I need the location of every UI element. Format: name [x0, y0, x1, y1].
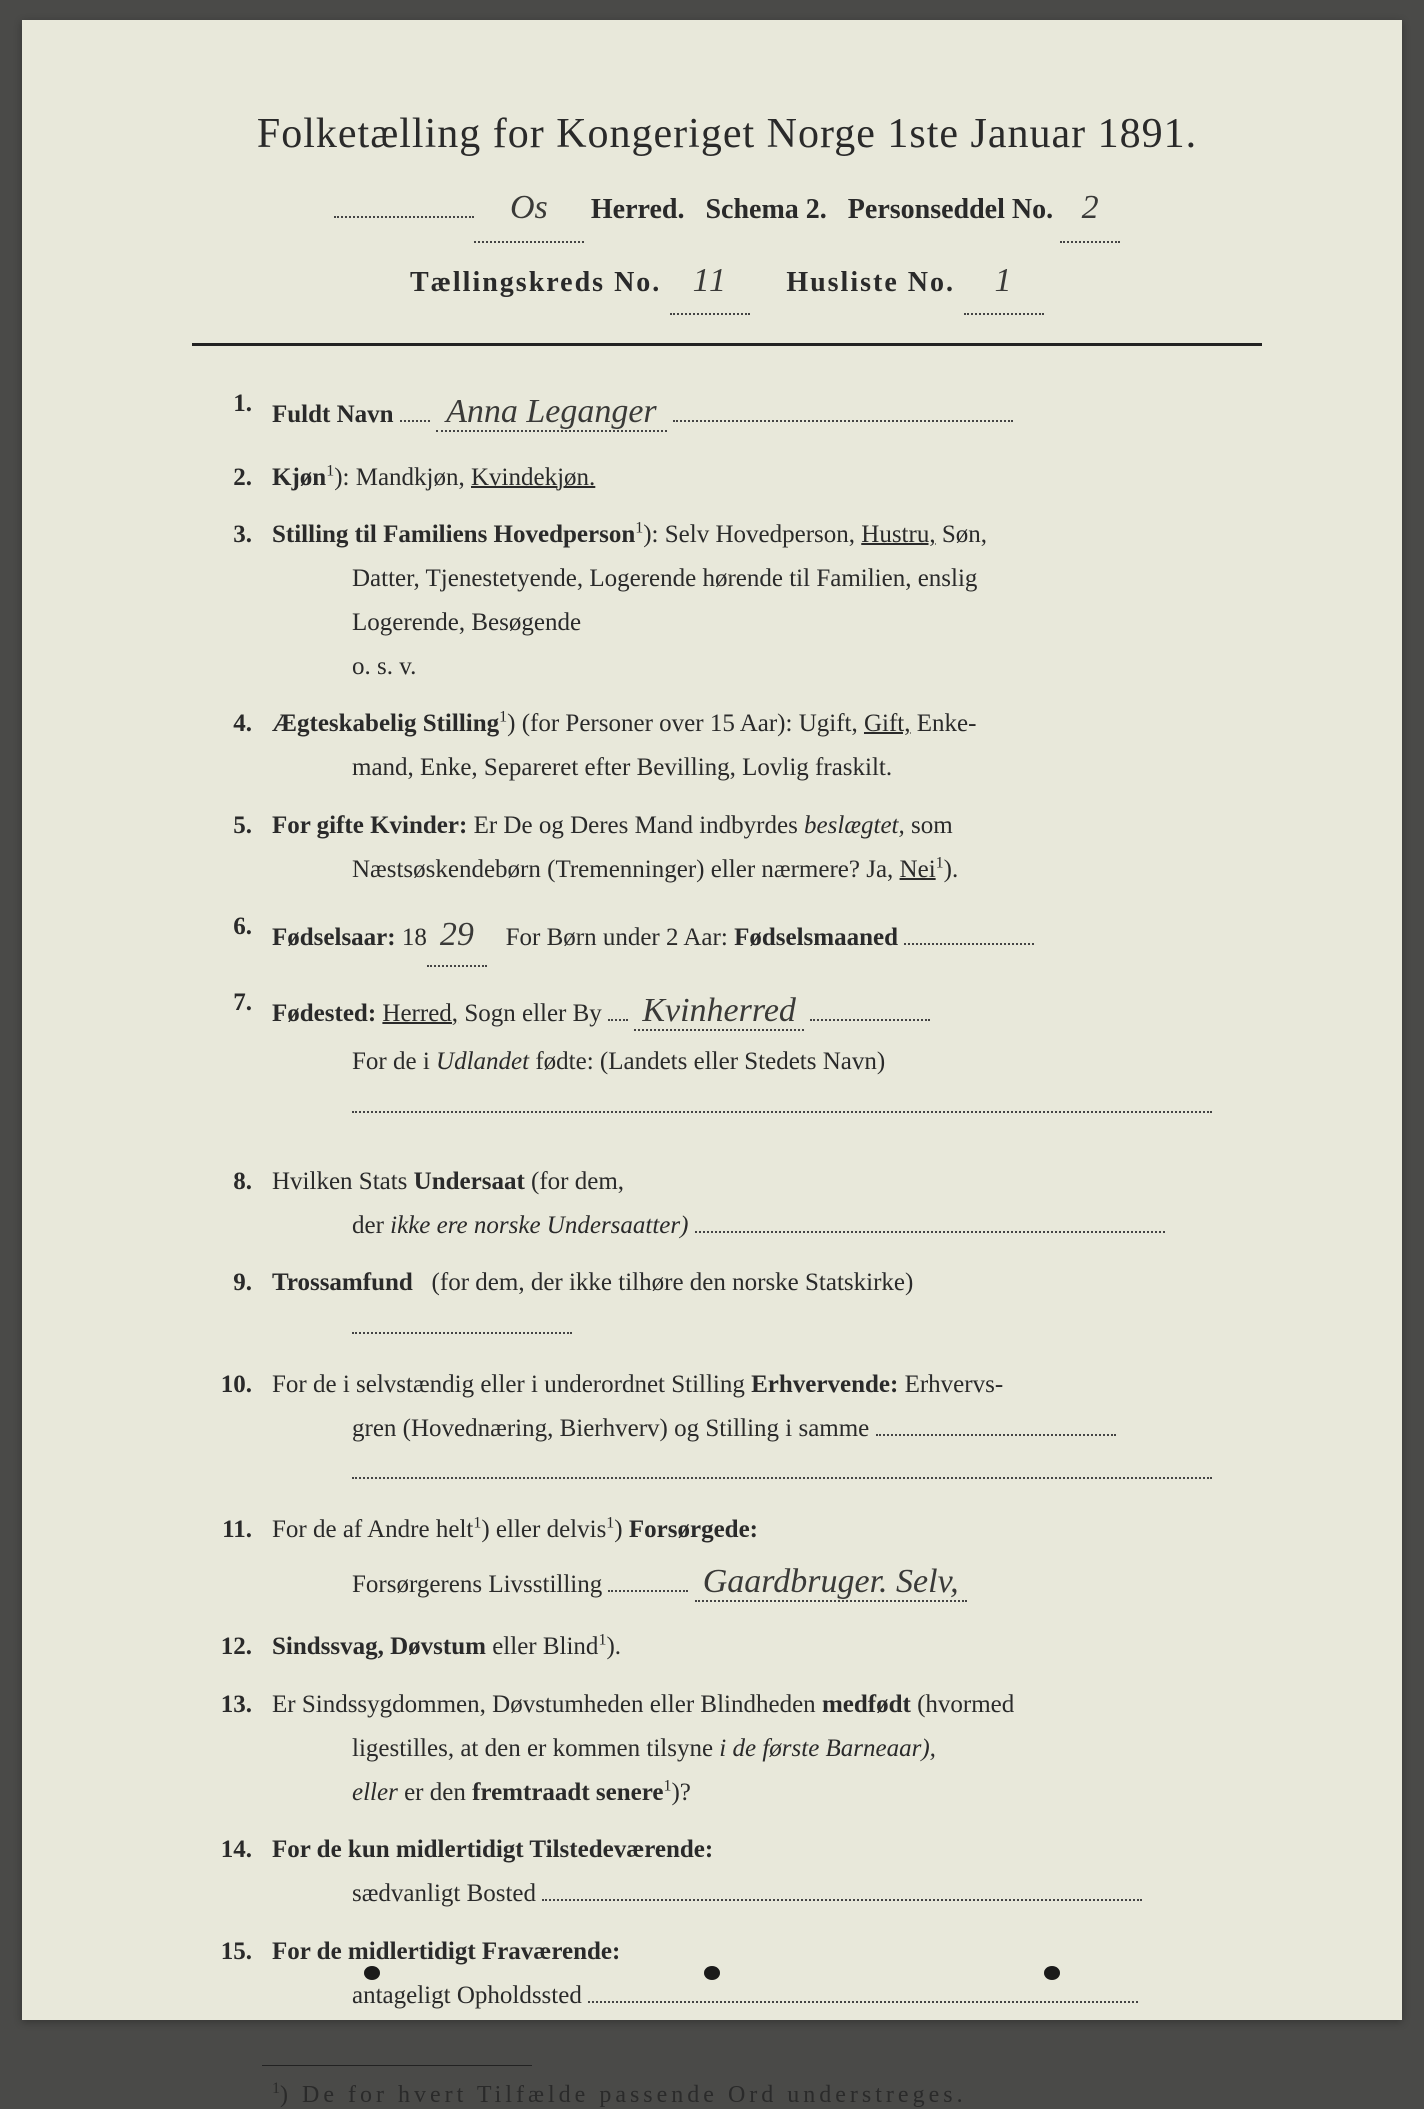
item-3-line3: Logerende, Besøgende: [272, 601, 1262, 645]
page-main-title: Folketælling for Kongeriget Norge 1ste J…: [192, 110, 1262, 158]
item-14-line2-text: sædvanligt Bosted: [352, 1880, 536, 1907]
item-14-line2: sædvanligt Bosted: [272, 1872, 1262, 1916]
item-8-line2-plain: der: [352, 1212, 384, 1239]
item-13-line3-italic: eller: [352, 1779, 398, 1806]
hole-icon: [704, 1966, 720, 1980]
census-form-page: Folketælling for Kongeriget Norge 1ste J…: [22, 20, 1402, 2020]
item-4-underlined: Gift,: [864, 710, 911, 737]
item-13-line2-a: ligestilles, at den er kommen tilsyne: [352, 1735, 713, 1762]
item-3-line4: o. s. v.: [272, 645, 1262, 689]
item-11-supported: For de af Andre helt1) eller delvis1) Fo…: [192, 1508, 1262, 1611]
item-9-religion: Trossamfund (for dem, der ikke tilhøre d…: [192, 1261, 1262, 1349]
item-13-line2-italic: i de første Barneaar),: [719, 1735, 936, 1762]
hole-icon: [364, 1966, 380, 1980]
herred-label: Herred.: [591, 194, 685, 225]
item-9-label: Trossamfund: [272, 1269, 413, 1296]
item-11-line2-text: Forsørgerens Livsstilling: [352, 1571, 602, 1598]
item-12-disability: Sindssvag, Døvstum eller Blind1).: [192, 1625, 1262, 1669]
item-2-opt-plain: Mandkjøn,: [356, 464, 465, 491]
item-13-line3: eller er den fremtraadt senere1)?: [272, 1771, 1262, 1815]
item-6-birthyear: Fødselsaar: 1829 For Børn under 2 Aar: F…: [192, 905, 1262, 967]
item-4-line2: mand, Enke, Separeret efter Bevilling, L…: [272, 746, 1262, 790]
item-8-subject: Hvilken Stats Undersaat (for dem, der ik…: [192, 1160, 1262, 1248]
item-13-congenital: Er Sindssygdommen, Døvstumheden eller Bl…: [192, 1683, 1262, 1814]
item-8-line2-italic: ikke ere norske Undersaatter): [390, 1212, 688, 1239]
husliste-no-handwritten: 1: [964, 249, 1044, 316]
item-12-label: Sindssvag, Døvstum: [272, 1633, 486, 1660]
item-14-label: For de kun midlertidigt Tilstedeværende:: [272, 1836, 713, 1863]
item-3-relation: Stilling til Familiens Hovedperson1): Se…: [192, 513, 1262, 688]
item-15-line2-text: antageligt Opholdssted: [352, 1982, 582, 2009]
footnote: 1) De for hvert Tilfælde passende Ord un…: [272, 2080, 1262, 2109]
item-10-occupation: For de i selvstændig eller i underordnet…: [192, 1363, 1262, 1494]
item-7-line2-italic: Udlandet: [436, 1048, 529, 1075]
item-4-label: Ægteskabelig Stilling: [272, 710, 499, 737]
item-4-marital: Ægteskabelig Stilling1) (for Personer ov…: [192, 702, 1262, 790]
item-7-birthplace: Fødested: Herred, Sogn eller By Kvinherr…: [192, 981, 1262, 1128]
personseddel-label: Personseddel No.: [848, 194, 1053, 225]
item-13-line3-a: er den: [404, 1779, 466, 1806]
personseddel-no-handwritten: 2: [1060, 176, 1120, 243]
item-1-value-hw: Anna Leganger: [436, 393, 667, 432]
hole-icon: [1044, 1966, 1060, 1980]
item-6-label: Fødselsaar:: [272, 924, 396, 951]
item-6-year-hw: 29: [427, 905, 487, 967]
item-14-temp-present: For de kun midlertidigt Tilstedeværende:…: [192, 1828, 1262, 1916]
header-row-1: Os Herred. Schema 2. Personseddel No. 2: [192, 176, 1262, 243]
item-2-opt-underlined: Kvindekjøn.: [471, 464, 595, 491]
item-15-line2: antageligt Opholdssted: [272, 1974, 1262, 2018]
header-rule: [192, 343, 1262, 346]
item-3-label: Stilling til Familiens Hovedperson: [272, 521, 635, 548]
item-5-related: For gifte Kvinder: Er De og Deres Mand i…: [192, 804, 1262, 892]
header-row-2: Tællingskreds No. 11 Husliste No. 1: [192, 249, 1262, 316]
item-8-line2: der ikke ere norske Undersaatter): [272, 1204, 1262, 1248]
item-5-line2: Næstsøskendebørn (Tremenninger) eller næ…: [272, 848, 1262, 892]
item-10-line2-text: gren (Hovednæring, Bierhverv) og Stillin…: [352, 1415, 869, 1442]
item-2-sex: Kjøn1): Mandkjøn, Kvindekjøn.: [192, 456, 1262, 500]
binding-holes: [22, 1966, 1402, 1980]
item-1-name: Fuldt Navn Anna Leganger: [192, 382, 1262, 442]
item-7-line2: For de i Udlandet fødte: (Landets eller …: [272, 1040, 1262, 1084]
item-13-line3-bold: fremtraadt senere: [472, 1779, 663, 1806]
kreds-label: Tællingskreds No.: [410, 267, 661, 298]
footnote-text: ) De for hvert Tilfælde passende Ord und…: [280, 2082, 967, 2108]
item-7-line2-a: For de i: [352, 1048, 430, 1075]
item-7-line2-b: fødte: (Landets eller Stedets Navn): [535, 1048, 885, 1075]
husliste-label: Husliste No.: [786, 267, 955, 298]
item-1-label: Fuldt Navn: [272, 401, 394, 428]
item-13-line2: ligestilles, at den er kommen tilsyne i …: [272, 1727, 1262, 1771]
item-2-label: Kjøn: [272, 464, 326, 491]
item-3-underlined: Hustru,: [861, 521, 935, 548]
item-5-label: For gifte Kvinder:: [272, 812, 467, 839]
form-items-list: Fuldt Navn Anna Leganger Kjøn1): Mandkjø…: [192, 382, 1262, 2017]
footnote-rule: [262, 2065, 532, 2066]
item-7-value-hw: Kvinherred: [634, 992, 804, 1031]
kreds-no-handwritten: 11: [670, 249, 750, 316]
item-3-line2: Datter, Tjenestetyende, Logerende hørend…: [272, 557, 1262, 601]
item-7-label: Fødested:: [272, 1000, 376, 1027]
item-11-line2: Forsørgerens Livsstilling Gaardbruger. S…: [272, 1552, 1262, 1612]
item-11-value-hw: Gaardbruger. Selv,: [695, 1563, 967, 1602]
schema-label: Schema 2.: [705, 194, 826, 225]
item-15-label: For de midlertidigt Fraværende:: [272, 1938, 620, 1965]
footnote-sup: 1: [272, 2080, 280, 2097]
item-10-line2: gren (Hovednæring, Bierhverv) og Stillin…: [272, 1407, 1262, 1451]
herred-handwritten: Os: [474, 176, 584, 243]
